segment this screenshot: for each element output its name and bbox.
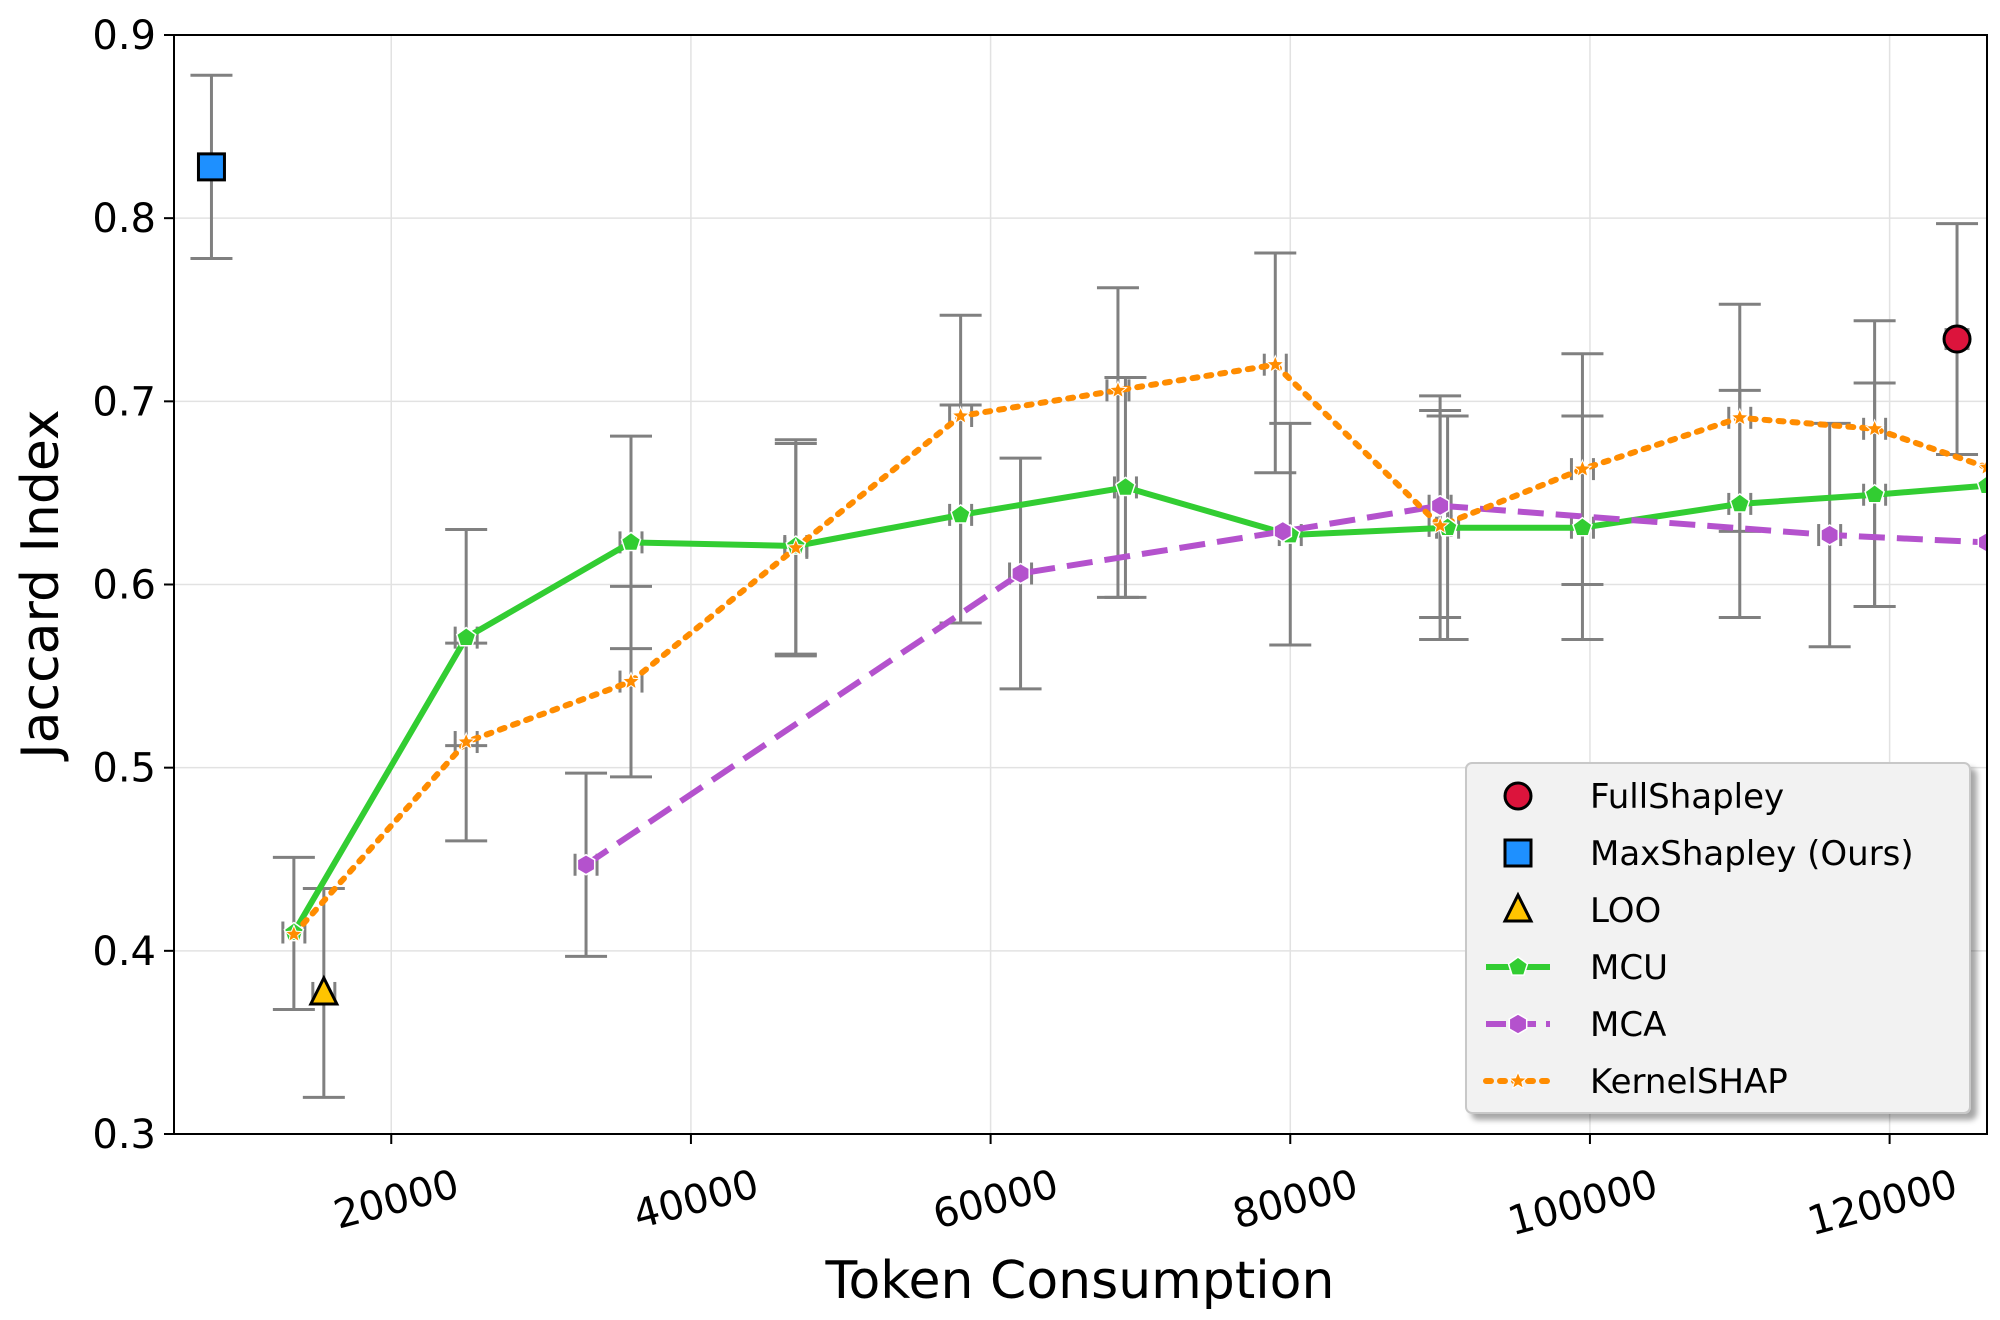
y-tick-label: 0.8 (92, 196, 156, 242)
mca-point (1977, 531, 1987, 554)
kernelshap-point (456, 731, 476, 751)
x-tick-label: 120000 (1803, 1161, 1962, 1245)
mcu-point (620, 531, 642, 552)
legend-entry-fullshapley: FullShapley (1503, 777, 1784, 817)
mca-legend-marker (1508, 1013, 1528, 1035)
kernelshap-point (1572, 458, 1593, 478)
kernelshap-legend-marker (1508, 1070, 1528, 1090)
mca-point (1430, 494, 1450, 517)
kernelshap-point (1864, 418, 1885, 438)
maxshapley-ours-legend-marker (1503, 838, 1533, 868)
y-tick-label: 0.7 (92, 379, 156, 425)
kernelshap-point (1430, 515, 1450, 535)
mcu-point (1729, 492, 1751, 513)
fullshapley-legend-marker (1503, 781, 1533, 811)
y-tick-label: 0.4 (92, 929, 156, 975)
legend-label: MCA (1590, 1005, 1666, 1045)
legend-box (1465, 762, 1971, 1114)
mca-line (584, 502, 1987, 868)
fullshapley-point (1942, 324, 1972, 354)
x-tick-label: 40000 (629, 1161, 764, 1238)
legend-entry-maxshapley-ours: MaxShapley (Ours) (1503, 834, 1914, 874)
mcu-point (950, 503, 971, 524)
kernelshap-point (1265, 354, 1286, 374)
x-tick-label: 80000 (1228, 1161, 1363, 1238)
series-markers (196, 152, 1987, 1006)
kernelshap-point (284, 923, 304, 943)
y-tick-label: 0.5 (92, 746, 156, 792)
legend-entry-mca: MCA (1486, 1005, 1666, 1045)
mcu-point (455, 626, 477, 647)
x-tick-label: 20000 (329, 1161, 464, 1238)
mca-point (576, 853, 596, 876)
legend-entry-loo: LOO (1502, 891, 1661, 931)
kernelshap-point (1108, 379, 1128, 399)
error-bar (939, 313, 982, 625)
kernelshap-point (1729, 407, 1750, 427)
legend-label: MaxShapley (Ours) (1590, 834, 1914, 874)
y-tick-label: 0.9 (92, 13, 156, 59)
error-bar (1096, 286, 1139, 599)
series-lines (290, 361, 1987, 938)
legend-label: LOO (1590, 891, 1661, 931)
y-axis-label: Jaccard Index (11, 409, 71, 761)
mcu-point (1572, 516, 1593, 537)
legend-label: KernelSHAP (1590, 1062, 1788, 1102)
mca-point (1820, 524, 1840, 546)
loo-point (308, 974, 340, 1006)
legend-label: FullShapley (1590, 777, 1784, 817)
mca-point (1011, 562, 1030, 585)
x-axis-label: Token Consumption (825, 1251, 1335, 1311)
kernelshap-point (950, 405, 971, 425)
y-tick-label: 0.6 (92, 563, 156, 609)
mcu-point (1864, 483, 1885, 504)
y-tick-label: 0.3 (92, 1112, 156, 1158)
mca-point (1273, 520, 1293, 543)
kernelshap-point (786, 537, 806, 557)
legend-entry-kernelshap: KernelSHAP (1483, 1062, 1788, 1102)
maxshapley-ours-point (196, 152, 226, 182)
mcu-line (291, 482, 1987, 935)
mcu-point (1976, 474, 1987, 495)
legend-entry-mcu: MCU (1486, 948, 1668, 988)
x-tick-label: 60000 (928, 1161, 1063, 1238)
legend: FullShapley MaxShapley (Ours) LOO MCU MCA Ker… (1465, 762, 1971, 1114)
x-tick-label: 100000 (1503, 1161, 1662, 1245)
mcu-legend-marker (1507, 956, 1529, 976)
loo-legend-marker (1502, 891, 1534, 923)
kernelshap-point (621, 671, 641, 690)
kernelshap-point (1977, 457, 1987, 476)
kernelshap-line (290, 361, 1987, 938)
mcu-point (1115, 476, 1136, 497)
legend-label: MCU (1590, 948, 1668, 988)
